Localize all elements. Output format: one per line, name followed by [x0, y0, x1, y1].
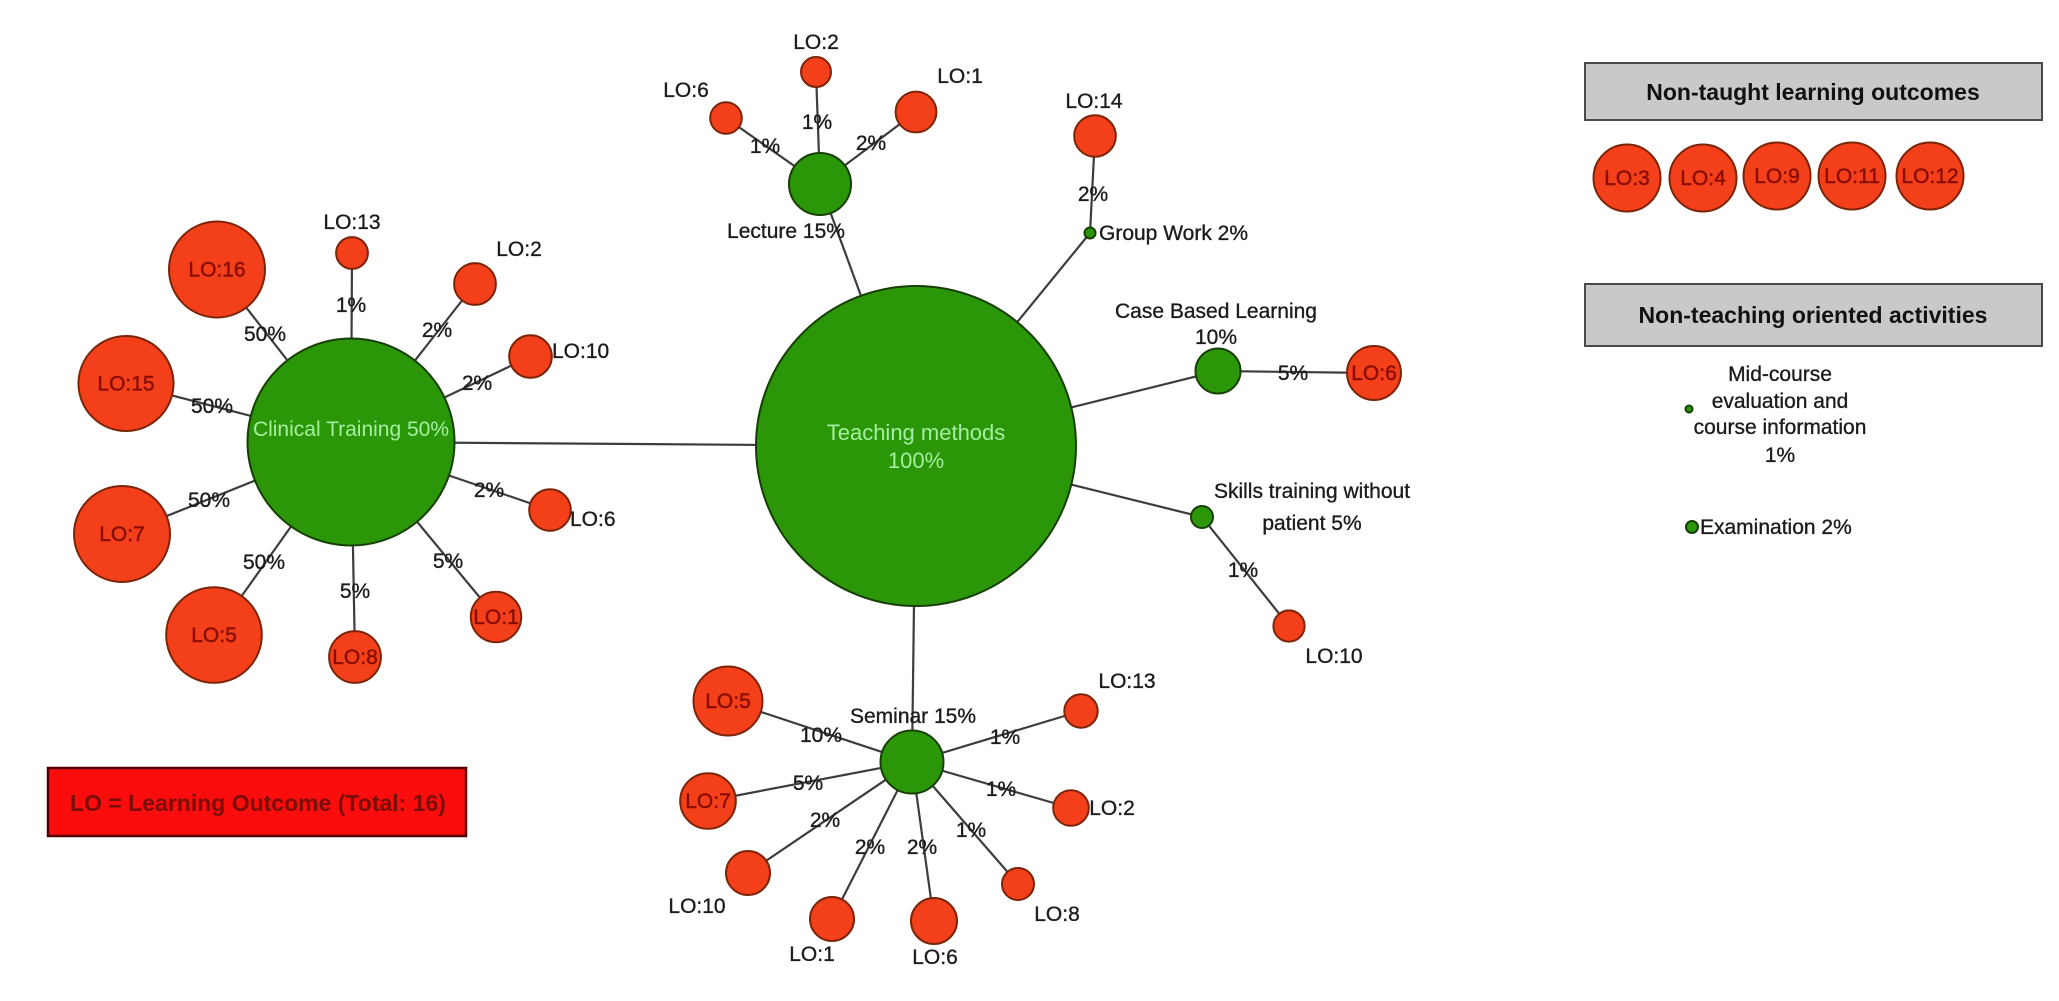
svg-text:50%: 50%	[188, 489, 230, 512]
svg-text:1%: 1%	[750, 135, 780, 158]
svg-text:Mid-course: Mid-course	[1728, 363, 1832, 386]
svg-text:Case Based Learning: Case Based Learning	[1115, 300, 1317, 323]
svg-text:LO = Learning Outcome (Total:: LO = Learning Outcome (Total: 16)	[70, 790, 446, 816]
svg-text:5%: 5%	[340, 580, 370, 603]
svg-text:patient 5%: patient 5%	[1262, 512, 1361, 535]
svg-text:LO:2: LO:2	[1089, 797, 1135, 820]
svg-text:100%: 100%	[888, 448, 944, 473]
svg-text:10%: 10%	[800, 724, 842, 747]
svg-text:LO:2: LO:2	[496, 238, 542, 261]
svg-text:5%: 5%	[433, 550, 463, 573]
svg-text:LO:9: LO:9	[1754, 165, 1800, 188]
svg-text:LO:1: LO:1	[937, 65, 983, 88]
svg-text:2%: 2%	[855, 836, 885, 859]
svg-text:LO:15: LO:15	[97, 373, 154, 396]
svg-text:LO:3: LO:3	[1604, 167, 1650, 190]
svg-text:LO:12: LO:12	[1901, 165, 1958, 188]
svg-text:Group Work 2%: Group Work 2%	[1099, 222, 1248, 245]
svg-text:LO:7: LO:7	[685, 790, 731, 813]
svg-text:LO:13: LO:13	[323, 211, 380, 234]
svg-text:Clinical Training 50%: Clinical Training 50%	[253, 418, 449, 441]
svg-text:1%: 1%	[336, 294, 366, 317]
svg-text:LO:10: LO:10	[668, 895, 725, 918]
svg-text:LO:6: LO:6	[912, 946, 958, 969]
svg-text:LO:6: LO:6	[1351, 362, 1397, 385]
svg-text:LO:1: LO:1	[789, 943, 835, 966]
svg-text:LO:14: LO:14	[1065, 90, 1123, 113]
svg-text:LO:1: LO:1	[473, 606, 519, 629]
svg-text:LO:13: LO:13	[1098, 670, 1155, 693]
svg-text:1%: 1%	[1228, 559, 1258, 582]
svg-text:5%: 5%	[793, 772, 823, 795]
svg-text:LO:10: LO:10	[1305, 645, 1362, 668]
svg-text:LO:6: LO:6	[570, 508, 616, 531]
svg-text:Non-teaching oriented activiti: Non-teaching oriented activities	[1639, 302, 1988, 328]
svg-text:LO:10: LO:10	[552, 340, 609, 363]
svg-text:LO:8: LO:8	[1034, 903, 1080, 926]
svg-text:2%: 2%	[422, 319, 452, 342]
svg-text:Examination 2%: Examination 2%	[1700, 516, 1852, 539]
svg-text:50%: 50%	[243, 551, 285, 574]
svg-text:2%: 2%	[474, 479, 504, 502]
svg-text:50%: 50%	[244, 323, 286, 346]
svg-text:LO:4: LO:4	[1680, 167, 1726, 190]
svg-text:1%: 1%	[986, 778, 1016, 801]
svg-text:Teaching methods: Teaching methods	[827, 420, 1006, 445]
svg-text:1%: 1%	[990, 726, 1020, 749]
svg-text:LO:16: LO:16	[188, 259, 245, 282]
svg-text:LO:11: LO:11	[1824, 165, 1880, 188]
svg-text:Non-taught learning outcomes: Non-taught learning outcomes	[1646, 79, 1980, 105]
svg-text:course information: course information	[1694, 416, 1867, 439]
svg-text:LO:5: LO:5	[191, 624, 237, 647]
svg-text:10%: 10%	[1195, 326, 1237, 349]
svg-text:LO:5: LO:5	[705, 690, 751, 713]
svg-text:Lecture 15%: Lecture 15%	[727, 220, 845, 243]
svg-text:2%: 2%	[856, 132, 886, 155]
svg-text:LO:2: LO:2	[793, 31, 839, 54]
svg-text:2%: 2%	[907, 836, 937, 859]
svg-text:evaluation and: evaluation and	[1712, 390, 1849, 413]
svg-text:50%: 50%	[191, 395, 233, 418]
svg-text:LO:7: LO:7	[99, 523, 145, 546]
svg-text:2%: 2%	[1078, 183, 1108, 206]
svg-text:Skills training without: Skills training without	[1214, 480, 1410, 503]
svg-text:5%: 5%	[1278, 362, 1308, 385]
svg-text:Seminar 15%: Seminar 15%	[850, 705, 976, 728]
svg-text:LO:8: LO:8	[332, 646, 378, 669]
svg-text:2%: 2%	[462, 372, 492, 395]
svg-text:1%: 1%	[802, 111, 832, 134]
svg-text:1%: 1%	[1765, 444, 1795, 467]
svg-text:1%: 1%	[956, 819, 986, 842]
svg-text:2%: 2%	[810, 809, 840, 832]
svg-text:LO:6: LO:6	[663, 79, 709, 102]
